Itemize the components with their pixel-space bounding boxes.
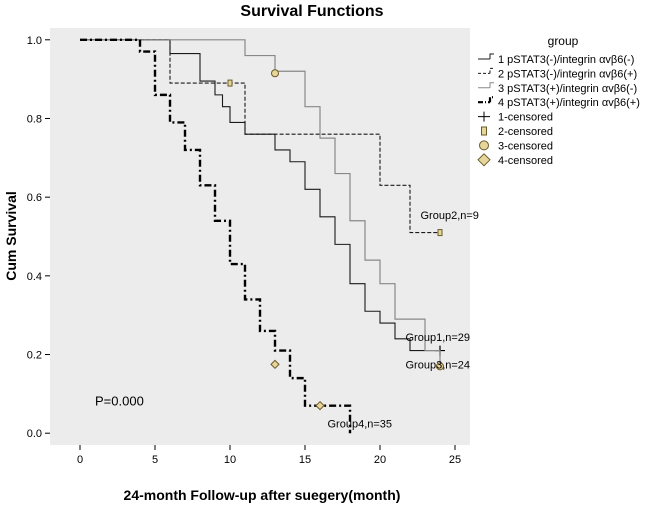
diamond-icon bbox=[477, 153, 491, 167]
plot-area bbox=[50, 28, 470, 445]
legend-line-dashed-icon bbox=[478, 67, 494, 74]
plus-icon bbox=[478, 111, 490, 122]
p-value-label: P=0.000 bbox=[95, 394, 144, 409]
legend-line-gray-icon bbox=[478, 82, 494, 89]
legend-entry: 4 pSTAT3(+)/integrin αvβ6(+) bbox=[478, 96, 640, 109]
legend-entry: 1-censored bbox=[478, 112, 553, 124]
x-tick-label: 5 bbox=[152, 454, 158, 466]
legend-label: 2 pSTAT3(-)/integrin αvβ6(+) bbox=[498, 68, 637, 80]
chart-title: Survival Functions bbox=[240, 3, 383, 20]
y-tick-label: 0.2 bbox=[27, 350, 42, 362]
legend-label: 1 pSTAT3(-)/integrin αvβ6(-) bbox=[498, 54, 634, 66]
legend: group 1 pSTAT3(-)/integrin αvβ6(-) 2 pSTA… bbox=[477, 34, 640, 167]
legend-line-solid-icon bbox=[478, 53, 494, 60]
y-tick-label: 0.0 bbox=[27, 428, 42, 440]
x-tick-label: 20 bbox=[374, 454, 386, 466]
censor-circle-marker bbox=[436, 362, 444, 371]
legend-entry: 1 pSTAT3(-)/integrin αvβ6(-) bbox=[478, 53, 634, 66]
series-annotation-group1: Group1,n=29 bbox=[406, 332, 471, 344]
x-tick-label: 0 bbox=[77, 454, 83, 466]
censor-square-marker bbox=[437, 229, 443, 237]
axes-group: 0 5 10 15 20 25 0.0 0.2 0.4 0.6 0.8 1.0 bbox=[27, 35, 461, 466]
legend-label: 3 pSTAT3(+)/integrin αvβ6(-) bbox=[498, 83, 637, 95]
legend-label: 4-censored bbox=[498, 155, 553, 167]
legend-entry: 4-censored bbox=[477, 153, 553, 167]
legend-entry: 3 pSTAT3(+)/integrin αvβ6(-) bbox=[478, 82, 637, 95]
series-annotation-group3: Group3,n=24 bbox=[406, 359, 471, 371]
censor-circle-marker bbox=[271, 69, 279, 78]
series-line-group2 bbox=[80, 39, 440, 234]
legend-label: 3-censored bbox=[498, 140, 553, 152]
series-annotation-group4: Group4,n=35 bbox=[328, 418, 393, 430]
legend-label: 4 pSTAT3(+)/integrin αvβ6(+) bbox=[498, 97, 640, 109]
censor-diamond-marker bbox=[315, 400, 325, 411]
legend-entry: 2 pSTAT3(-)/integrin αvβ6(+) bbox=[478, 67, 637, 80]
square-icon bbox=[481, 126, 487, 136]
x-axis-title: 24-month Follow-up after suegery(month) bbox=[124, 487, 401, 503]
legend-label: 1-censored bbox=[498, 112, 553, 124]
x-tick-label: 10 bbox=[224, 454, 236, 466]
annotations-group: Group1,n=29 Group2,n=9 Group3,n=24 Group4,n… bbox=[95, 210, 479, 431]
series-annotation-group2: Group2,n=9 bbox=[421, 210, 479, 222]
series-line-group3 bbox=[80, 39, 441, 367]
censor-square-marker bbox=[227, 79, 233, 87]
censor-diamond-marker bbox=[270, 359, 280, 370]
legend-entry: 2-censored bbox=[481, 126, 553, 138]
y-tick-label: 1.0 bbox=[27, 35, 42, 47]
x-tick-label: 15 bbox=[299, 454, 311, 466]
series-line-group4 bbox=[80, 38, 352, 434]
legend-entry: 3-censored bbox=[479, 140, 553, 152]
y-tick-label: 0.4 bbox=[27, 271, 42, 283]
legend-line-dashdot-icon bbox=[478, 96, 494, 104]
legend-title: group bbox=[548, 34, 579, 48]
y-tick-label: 0.8 bbox=[27, 113, 42, 125]
y-tick-label: 0.6 bbox=[27, 192, 42, 204]
series-line-group1 bbox=[80, 39, 440, 352]
y-axis-title: Cum Survival bbox=[3, 191, 19, 280]
circle-icon bbox=[479, 140, 489, 151]
x-tick-label: 25 bbox=[449, 454, 461, 466]
series-group bbox=[80, 38, 445, 434]
legend-label: 2-censored bbox=[498, 126, 553, 138]
